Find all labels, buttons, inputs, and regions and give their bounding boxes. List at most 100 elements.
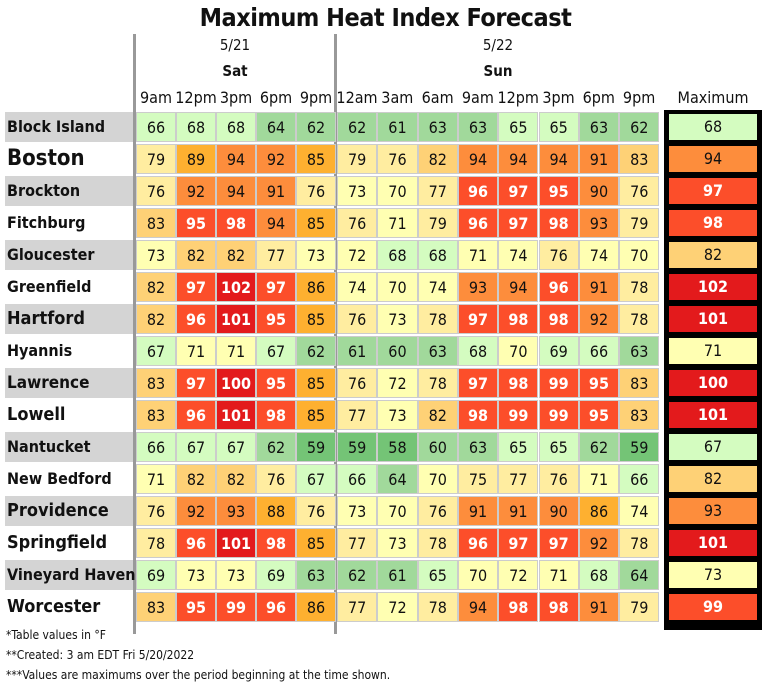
heat-cell: 93: [578, 208, 620, 238]
heat-cell: 95: [176, 592, 216, 622]
heat-cell: 95: [578, 400, 620, 430]
heat-cell: 82: [176, 240, 216, 270]
heat-cell: 78: [619, 272, 660, 302]
heat-cell: 70: [377, 496, 418, 526]
heat-cell: 72: [377, 368, 418, 398]
heat-cell: 67: [296, 464, 336, 494]
heat-cell: 66: [337, 464, 378, 494]
heat-cell: 72: [498, 560, 539, 590]
time-header: 6pm: [582, 88, 615, 107]
heat-cell: 97: [498, 176, 539, 206]
heat-cell: 63: [578, 112, 620, 142]
footnote-maximums: ***Values are maximums over the period b…: [6, 668, 391, 682]
time-header: 9am: [140, 88, 172, 107]
time-header: 9am: [461, 88, 494, 107]
row-label: Providence: [5, 496, 133, 526]
heat-cell: 76: [417, 496, 458, 526]
max-cell: 93: [669, 498, 757, 524]
heat-cell: 92: [256, 144, 296, 174]
heat-cell: 92: [176, 496, 216, 526]
heat-cell: 91: [457, 496, 499, 526]
row-label: Worcester: [5, 592, 133, 622]
heat-cell: 91: [498, 496, 539, 526]
heat-cell: 97: [457, 368, 499, 398]
heat-cell: 94: [538, 144, 579, 174]
heat-cell: 62: [296, 112, 336, 142]
heat-cell: 76: [296, 176, 336, 206]
heat-cell: 69: [136, 560, 176, 590]
heat-cell: 68: [216, 112, 256, 142]
heat-cell: 91: [578, 272, 620, 302]
divider-sun: [334, 34, 337, 634]
heat-cell: 82: [417, 144, 458, 174]
heat-cell: 66: [136, 112, 176, 142]
heat-cell: 89: [176, 144, 216, 174]
heat-cell: 79: [337, 144, 378, 174]
heat-cell: 62: [296, 336, 336, 366]
heat-cell: 63: [417, 336, 458, 366]
heat-cell: 94: [457, 592, 499, 622]
max-cell: 97: [669, 178, 757, 204]
heat-cell: 71: [457, 240, 499, 270]
heat-cell: 86: [296, 272, 336, 302]
max-cell: 82: [669, 466, 757, 492]
heat-cell: 85: [296, 368, 336, 398]
heat-cell: 59: [337, 432, 378, 462]
heat-cell: 85: [296, 528, 336, 558]
heat-cell: 74: [619, 496, 660, 526]
divider-sat: [133, 34, 136, 634]
heat-cell: 73: [337, 176, 378, 206]
heat-cell: 63: [296, 560, 336, 590]
max-cell: 94: [669, 146, 757, 172]
footnote-created: **Created: 3 am EDT Fri 5/20/2022: [6, 648, 195, 662]
heat-cell: 72: [337, 240, 378, 270]
heat-cell: 62: [619, 112, 660, 142]
heat-cell: 69: [538, 336, 579, 366]
time-header: 12am: [336, 88, 378, 107]
heat-cell: 94: [498, 272, 539, 302]
heat-cell: 96: [538, 272, 579, 302]
heat-cell: 83: [136, 368, 176, 398]
heat-cell: 61: [377, 112, 418, 142]
heat-cell: 77: [498, 464, 539, 494]
footnote-units: *Table values in °F: [6, 628, 106, 642]
heat-cell: 64: [256, 112, 296, 142]
heat-cell: 73: [337, 496, 378, 526]
heat-cell: 83: [619, 368, 660, 398]
heat-cell: 65: [538, 112, 579, 142]
heat-cell: 90: [578, 176, 620, 206]
heat-cell: 60: [377, 336, 418, 366]
time-header: 12pm: [175, 88, 217, 107]
heat-cell: 95: [578, 368, 620, 398]
time-header: 12pm: [497, 88, 539, 107]
heat-cell: 67: [176, 432, 216, 462]
heat-cell: 74: [417, 272, 458, 302]
heat-cell: 85: [296, 400, 336, 430]
heat-cell: 62: [256, 432, 296, 462]
heat-cell: 76: [538, 240, 579, 270]
heat-cell: 76: [337, 304, 378, 334]
heat-cell: 72: [377, 592, 418, 622]
heat-cell: 94: [256, 208, 296, 238]
heat-cell: 70: [377, 176, 418, 206]
heat-cell: 78: [417, 304, 458, 334]
date-sat: 5/21: [219, 36, 251, 54]
heat-cell: 62: [337, 560, 378, 590]
heat-cell: 99: [216, 592, 256, 622]
heat-cell: 70: [457, 560, 499, 590]
heat-cell: 67: [256, 336, 296, 366]
heat-cell: 93: [216, 496, 256, 526]
heat-cell: 94: [498, 144, 539, 174]
heat-cell: 76: [337, 368, 378, 398]
heat-cell: 91: [578, 592, 620, 622]
heat-cell: 90: [538, 496, 579, 526]
row-label: Vineyard Haven: [5, 560, 135, 590]
heat-cell: 93: [457, 272, 499, 302]
heat-cell: 102: [216, 272, 256, 302]
heat-cell: 73: [216, 560, 256, 590]
heat-cell: 92: [176, 176, 216, 206]
heat-cell: 76: [296, 496, 336, 526]
heat-cell: 98: [538, 304, 579, 334]
max-cell: 67: [669, 434, 757, 460]
time-header: 9pm: [622, 88, 656, 107]
